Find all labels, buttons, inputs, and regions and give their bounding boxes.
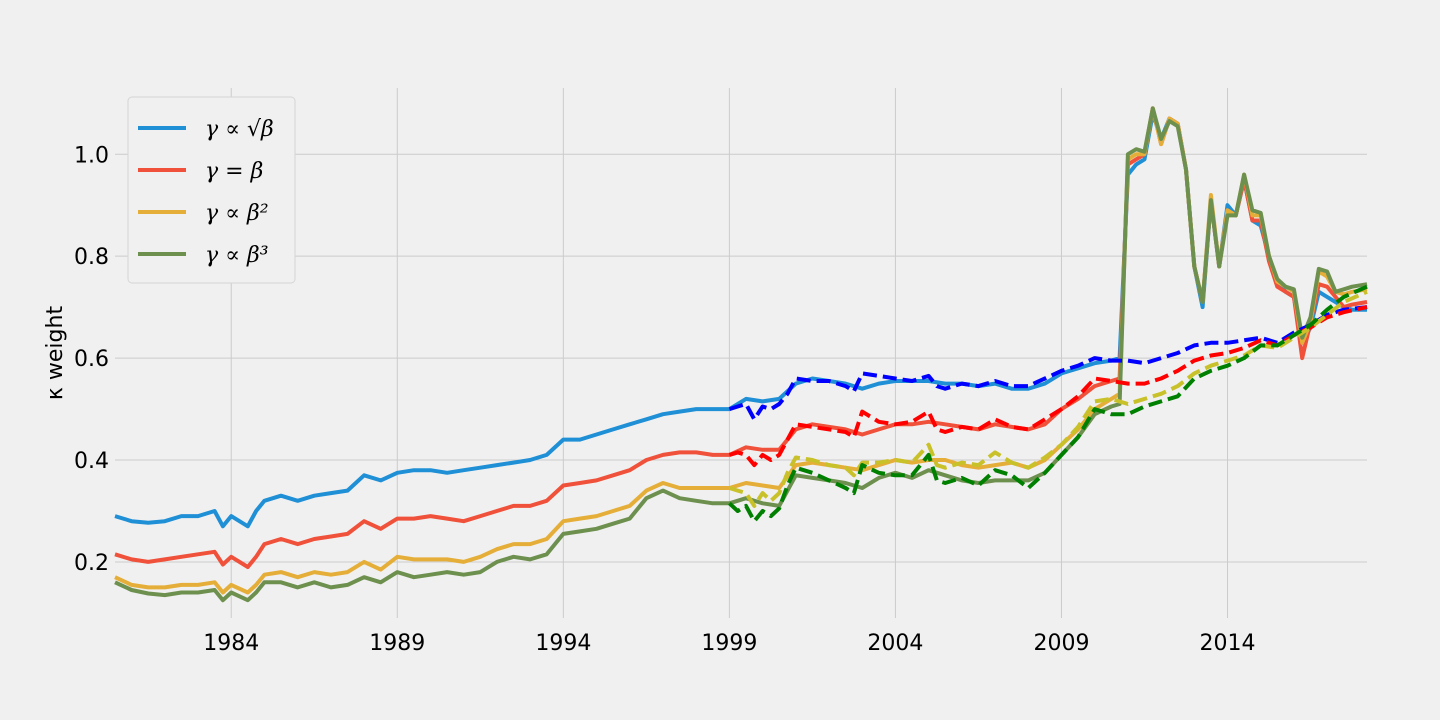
tick-labels: 0.2 0.4 0.6 0.8 1.0 1984 1989 1994 1999 2004 2009 2… [74, 143, 1256, 656]
legend: γ ∝ √β γ = β γ ∝ β² γ ∝ β³ [127, 96, 296, 284]
legend-label-2: γ ∝ β² [205, 201, 269, 226]
x-tick-label: 2004 [867, 631, 923, 656]
y-tick-label: 0.2 [74, 551, 109, 576]
legend-label-1: γ = β [205, 159, 263, 184]
x-tick-label: 1999 [701, 631, 757, 656]
y-tick-label: 1.0 [74, 143, 109, 168]
y-tick-label: 0.6 [74, 347, 109, 372]
x-tick-label: 1984 [203, 631, 259, 656]
legend-box [127, 96, 296, 284]
series-line-3 [114, 106, 1368, 603]
series-line-5 [728, 305, 1368, 468]
series-lines [114, 106, 1368, 603]
series-line-6 [728, 289, 1368, 508]
x-tick-label: 2009 [1033, 631, 1089, 656]
series-line-4 [728, 305, 1368, 422]
x-tick-label: 1994 [535, 631, 591, 656]
x-tick-label: 2014 [1200, 631, 1256, 656]
x-tick-label: 1989 [369, 631, 425, 656]
legend-label-3: γ ∝ β³ [205, 243, 269, 268]
y-tick-label: 0.8 [74, 245, 109, 270]
series-line-0 [114, 111, 1367, 529]
y-tick-label: 0.4 [74, 449, 109, 474]
legend-label-0: γ ∝ √β [205, 117, 274, 142]
series-line-7 [728, 284, 1368, 524]
y-axis-label: κ weight [43, 306, 68, 401]
